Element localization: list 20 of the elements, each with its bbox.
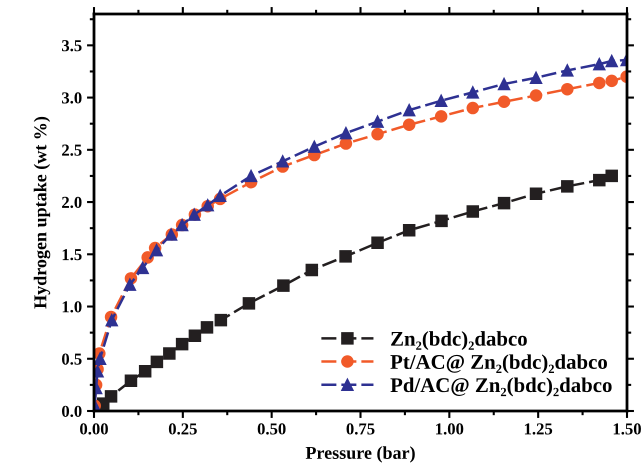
y-tick-label: 0.0 (62, 406, 82, 418)
y-tick-label: 1.5 (62, 249, 82, 260)
y-tick-label: 0.5 (62, 353, 82, 365)
x-tick-label: 1.25 (524, 423, 552, 435)
y-tick-label: 3.5 (62, 40, 82, 52)
x-tick-label: 0.50 (258, 423, 286, 435)
y-tick-label: 2.5 (62, 144, 82, 156)
y-axis-title: Hydrogen uptake (wt %) (34, 116, 50, 309)
legend-label: Zn₂(bdc)₂dabco (391, 331, 527, 350)
legend-label: Pd/AC@ Zn₂(bdc)₂dabco (390, 378, 612, 396)
y-tick-label: 3.0 (62, 92, 82, 104)
x-tick-label: 0.25 (168, 423, 197, 435)
x-axis-title: Pressure (bar) (306, 446, 415, 463)
legend-label: Pt/AC@ Zn₂(bdc)₂dabco (390, 354, 607, 374)
x-tick-label: 0.75 (346, 423, 374, 435)
y-tick-label: 2.0 (62, 196, 82, 208)
y-tick-label: 1.0 (62, 301, 82, 313)
x-tick-label: 1.50 (614, 423, 641, 435)
x-tick-label: 0.00 (80, 423, 108, 435)
x-tick-label: 1.00 (436, 423, 464, 435)
